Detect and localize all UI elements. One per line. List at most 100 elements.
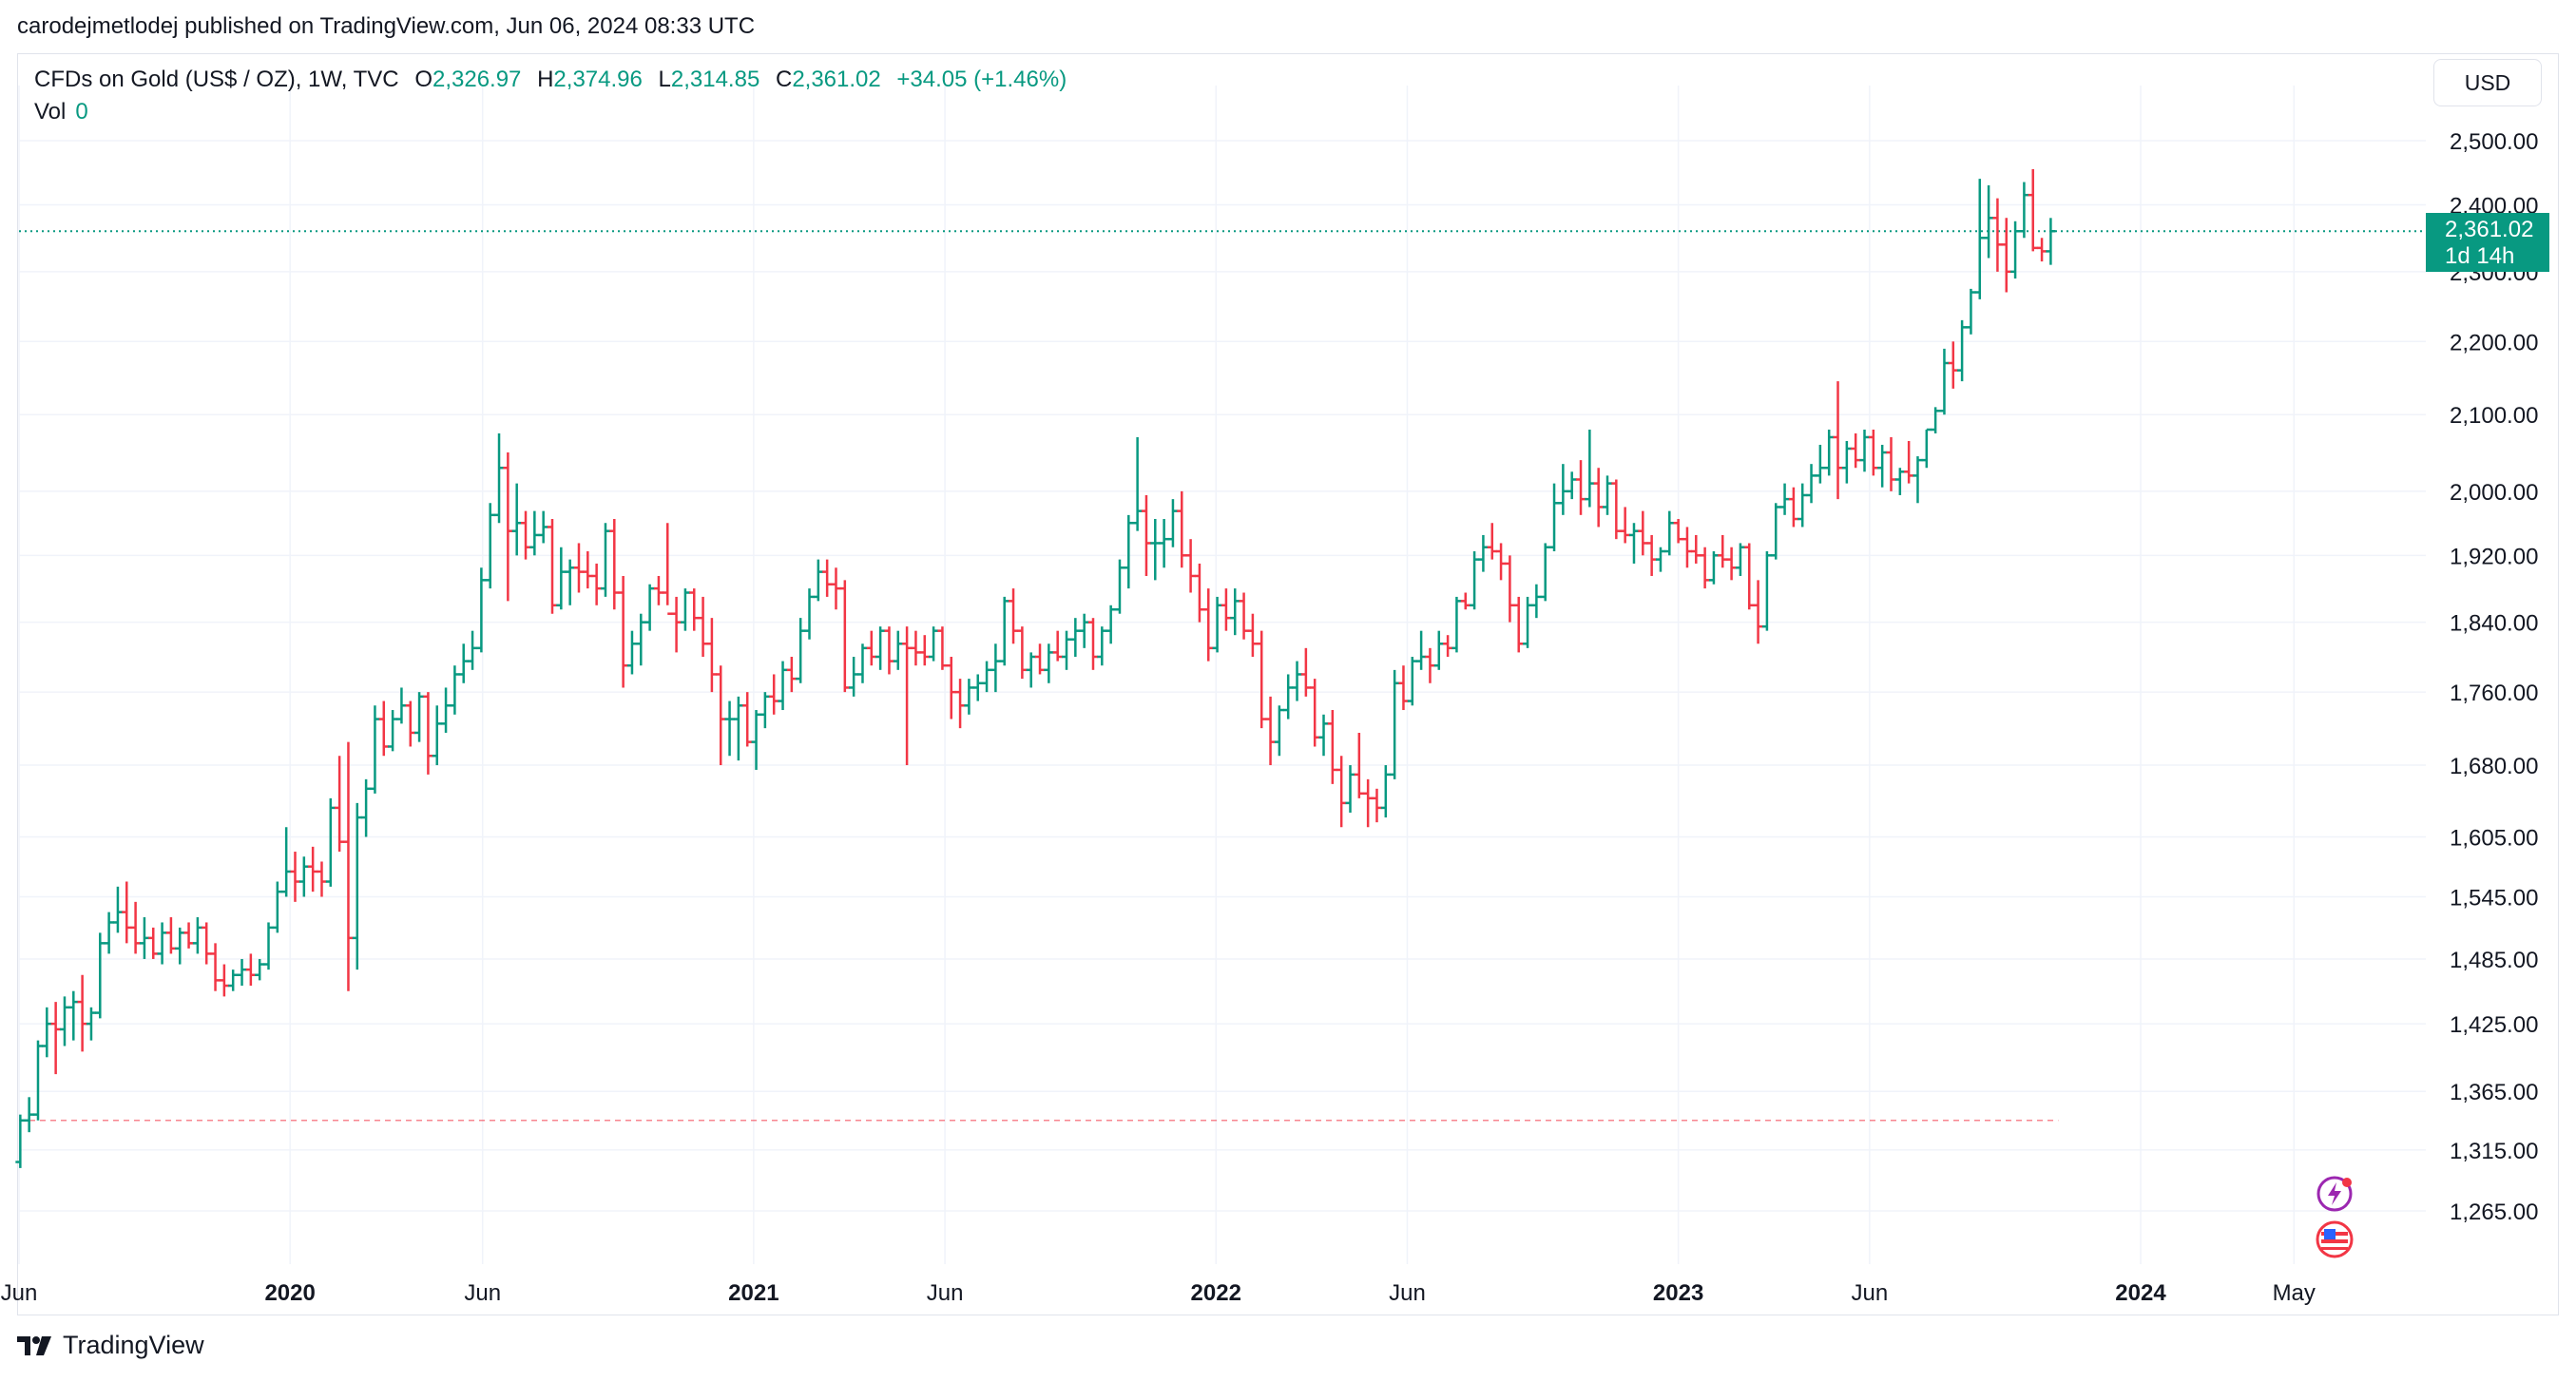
ohlc-bar bbox=[742, 692, 753, 747]
ohlc-bar bbox=[1505, 555, 1515, 623]
tradingview-logo[interactable]: TradingView bbox=[17, 1331, 204, 1360]
low-value: 2,314.85 bbox=[670, 67, 760, 92]
ohlc-bar bbox=[503, 452, 513, 602]
ohlc-bar bbox=[1300, 647, 1311, 697]
last-price-value: 2,361.02 bbox=[2445, 217, 2534, 242]
change-value: +34.05 (+1.46%) bbox=[896, 67, 1067, 92]
ohlc-bar bbox=[86, 1007, 96, 1041]
ohlc-bar bbox=[1726, 547, 1737, 581]
x-tick-label: 2022 bbox=[1191, 1280, 1241, 1306]
ohlc-bar bbox=[1354, 732, 1364, 798]
ohlc-bar bbox=[1221, 588, 1231, 631]
high-label: H bbox=[537, 67, 554, 92]
ohlc-bar bbox=[547, 519, 557, 614]
ohlc-bar bbox=[1638, 510, 1648, 556]
ohlc-bar bbox=[1655, 547, 1665, 572]
y-tick-label: 2,200.00 bbox=[2450, 330, 2538, 355]
ohlc-bar bbox=[388, 710, 398, 752]
y-tick-label: 1,425.00 bbox=[2450, 1012, 2538, 1038]
ohlc-bar bbox=[982, 661, 992, 693]
open-value: 2,326.97 bbox=[432, 67, 522, 92]
ohlc-bar bbox=[831, 567, 841, 610]
ohlc-bar bbox=[1416, 630, 1427, 670]
ohlc-bar bbox=[955, 679, 966, 729]
ohlc-bar bbox=[822, 559, 833, 597]
y-tick-label: 1,680.00 bbox=[2450, 754, 2538, 779]
us-flag-icon[interactable] bbox=[2316, 1220, 2354, 1258]
ohlc-bar bbox=[653, 575, 663, 605]
ohlc-bar bbox=[538, 510, 548, 544]
ohlc-bar bbox=[405, 701, 415, 747]
ohlc-bar bbox=[298, 856, 309, 897]
ohlc-bar bbox=[414, 692, 425, 742]
ohlc-bar bbox=[1470, 551, 1480, 610]
ohlc-bar bbox=[335, 756, 345, 853]
ohlc-bar bbox=[68, 990, 79, 1041]
ohlc-bar bbox=[263, 922, 274, 970]
ohlc-bar bbox=[2037, 238, 2047, 262]
ohlc-bar bbox=[1531, 584, 1542, 619]
volume-legend: Vol 0 bbox=[34, 99, 88, 125]
y-tick-label: 1,545.00 bbox=[2450, 885, 2538, 911]
ohlc-bar bbox=[937, 626, 948, 670]
ohlc-bar bbox=[219, 964, 229, 997]
ohlc-bar bbox=[1788, 487, 1798, 528]
ohlc-bar bbox=[1062, 630, 1072, 670]
ohlc-bar bbox=[1460, 592, 1471, 610]
ohlc-bar bbox=[1691, 534, 1701, 564]
volume-label: Vol bbox=[34, 99, 67, 125]
ohlc-bar bbox=[1398, 665, 1409, 711]
y-tick-label: 2,500.00 bbox=[2450, 129, 2538, 155]
ohlc-bar bbox=[1806, 464, 1817, 504]
ohlc-bar bbox=[1203, 588, 1214, 662]
ohlc-bar bbox=[1336, 756, 1347, 828]
ohlc-bar bbox=[849, 656, 859, 697]
ohlc-bar bbox=[1044, 643, 1054, 683]
ohlc-bar bbox=[1620, 507, 1630, 544]
ohlc-bar bbox=[769, 674, 779, 715]
ohlc-bar bbox=[1380, 765, 1391, 818]
ohlc-bar bbox=[1859, 430, 1870, 472]
ohlc-bar bbox=[902, 626, 913, 766]
ohlc-bar bbox=[228, 969, 239, 991]
currency-button[interactable]: USD bbox=[2433, 59, 2542, 106]
ohlc-bar bbox=[1194, 563, 1204, 623]
ohlc-bar bbox=[600, 523, 610, 597]
ohlc-bar bbox=[1363, 778, 1374, 828]
ohlc-bar bbox=[59, 996, 69, 1046]
ohlc-bar bbox=[1097, 626, 1107, 666]
ohlc-bar bbox=[1948, 341, 1958, 389]
ohlc-bar bbox=[378, 701, 389, 757]
ohlc-bar bbox=[919, 635, 930, 666]
ohlc-bar bbox=[1035, 643, 1046, 675]
ohlc-bar bbox=[609, 519, 620, 610]
x-tick-label: Jun bbox=[1389, 1280, 1426, 1306]
ohlc-bar bbox=[1664, 510, 1675, 556]
ohlc-bar bbox=[875, 626, 886, 670]
lightning-alert-icon[interactable] bbox=[2316, 1175, 2354, 1213]
ohlc-bar bbox=[308, 846, 318, 893]
y-tick-label: 1,605.00 bbox=[2450, 826, 2538, 852]
tradingview-brand: TradingView bbox=[63, 1331, 204, 1359]
ohlc-bar bbox=[1797, 483, 1808, 528]
ohlc-bar bbox=[148, 927, 159, 959]
ohlc-bar bbox=[1735, 543, 1745, 576]
last-price-tag: 2,361.02 1d 14h bbox=[2426, 213, 2549, 272]
ohlc-bar bbox=[1939, 348, 1950, 415]
ohlc-bar bbox=[1017, 626, 1028, 680]
bar-countdown: 1d 14h bbox=[2445, 243, 2515, 269]
ohlc-bar bbox=[839, 580, 850, 693]
ohlc-bar bbox=[1966, 288, 1976, 335]
ohlc-bar bbox=[1433, 630, 1444, 670]
ohlc-bar bbox=[911, 630, 921, 666]
ohlc-bar bbox=[1886, 436, 1896, 491]
ohlc-bar bbox=[50, 1002, 61, 1075]
ohlc-bar bbox=[237, 958, 247, 987]
ohlc-bar bbox=[759, 692, 770, 729]
ohlc-bar bbox=[1771, 503, 1781, 560]
ohlc-bar bbox=[999, 596, 1009, 666]
ohlc-bar bbox=[95, 932, 106, 1019]
ohlc-bar bbox=[352, 802, 362, 970]
ohlc-bar bbox=[1558, 464, 1568, 515]
